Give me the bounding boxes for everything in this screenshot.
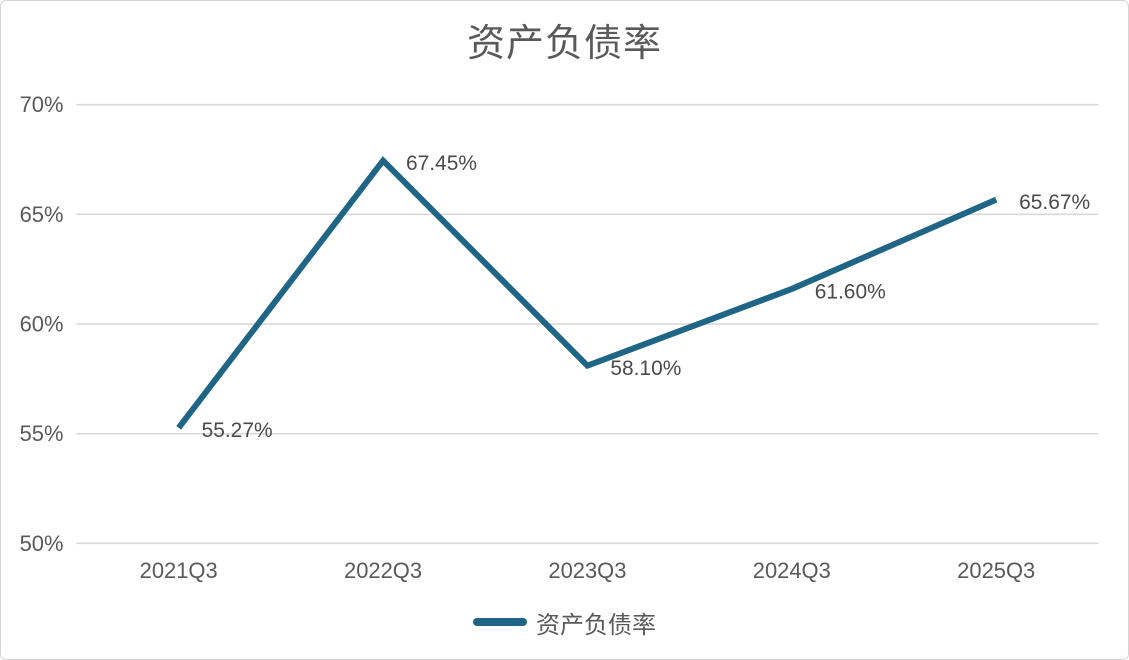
legend-line-swatch: [473, 618, 527, 626]
data-label: 61.60%: [815, 280, 886, 303]
y-tick-label: 50%: [20, 531, 64, 556]
x-tick-label: 2024Q3: [753, 558, 831, 583]
x-tick-label: 2022Q3: [344, 558, 422, 583]
y-tick-label: 60%: [20, 312, 64, 337]
data-label: 65.67%: [1019, 191, 1090, 214]
legend: 资产负债率: [1, 604, 1128, 640]
series-line: [176, 156, 998, 430]
x-tick-label: 2025Q3: [957, 558, 1035, 583]
chart-title: 资产负债率: [466, 23, 662, 65]
data-label: 55.27%: [202, 419, 273, 442]
y-tick-label: 70%: [20, 92, 64, 117]
legend-label: 资产负债率: [536, 611, 656, 639]
data-label: 58.10%: [610, 357, 681, 380]
data-label: 67.45%: [406, 152, 477, 175]
y-tick-label: 55%: [20, 421, 64, 446]
x-tick-label: 2021Q3: [140, 558, 218, 583]
x-tick-label: 2023Q3: [548, 558, 626, 583]
y-tick-label: 65%: [20, 202, 64, 227]
